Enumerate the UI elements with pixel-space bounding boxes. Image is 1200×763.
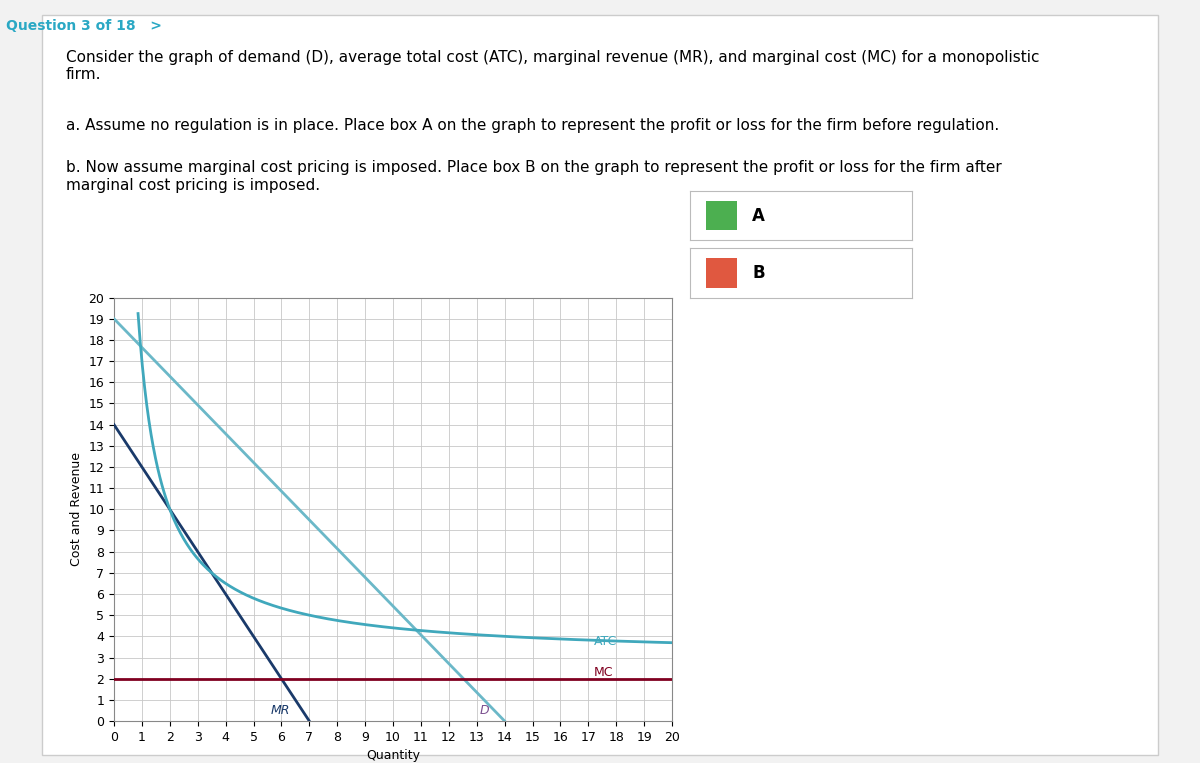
X-axis label: Quantity: Quantity [366, 749, 420, 762]
Text: Question 3 of 18   >: Question 3 of 18 > [6, 19, 162, 33]
Text: MC: MC [594, 665, 613, 678]
Text: B: B [752, 264, 764, 282]
Y-axis label: Cost and Revenue: Cost and Revenue [70, 452, 83, 566]
Text: a. Assume no regulation is in place. Place box A on the graph to represent the p: a. Assume no regulation is in place. Pla… [66, 118, 1000, 134]
Text: A: A [752, 207, 766, 224]
Bar [706, 258, 737, 288]
Bar [706, 201, 737, 230]
Text: Consider the graph of demand (D), average total cost (ATC), marginal revenue (MR: Consider the graph of demand (D), averag… [66, 50, 1039, 82]
Text: b. Now assume marginal cost pricing is imposed. Place box B on the graph to repr: b. Now assume marginal cost pricing is i… [66, 160, 1002, 192]
Text: D: D [480, 703, 490, 716]
Text: MR: MR [270, 703, 289, 716]
Text: ATC: ATC [594, 635, 617, 648]
